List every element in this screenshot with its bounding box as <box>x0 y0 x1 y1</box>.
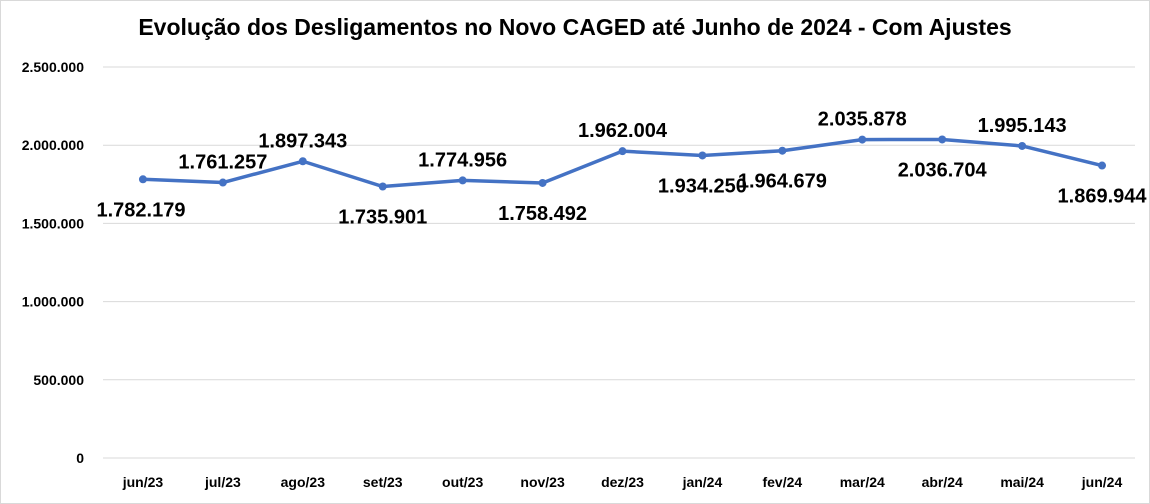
data-label: 1.934.250 <box>658 175 747 197</box>
y-tick-label: 2.000.000 <box>22 137 84 153</box>
y-tick-label: 1.000.000 <box>22 294 84 310</box>
data-label: 1.995.143 <box>978 115 1067 137</box>
data-point <box>298 157 307 166</box>
data-point <box>618 147 627 156</box>
data-label: 2.036.704 <box>898 159 988 181</box>
data-point <box>938 135 947 144</box>
data-point <box>778 146 787 155</box>
x-tick-label: nov/23 <box>520 474 565 490</box>
y-tick-label: 500.000 <box>33 372 84 388</box>
data-point <box>138 175 147 184</box>
x-tick-label: jun/23 <box>122 474 164 490</box>
data-point <box>218 178 227 187</box>
data-label: 1.761.257 <box>178 152 267 174</box>
data-label: 1.774.956 <box>418 149 507 171</box>
y-tick-label: 0 <box>76 450 84 466</box>
data-label: 1.735.901 <box>338 207 427 229</box>
data-point <box>1098 161 1107 170</box>
data-label: 1.869.944 <box>1058 186 1148 208</box>
x-tick-label: out/23 <box>442 474 483 490</box>
x-tick-label: set/23 <box>363 474 403 490</box>
chart-title: Evolução dos Desligamentos no Novo CAGED… <box>138 14 1012 40</box>
data-point <box>858 135 867 144</box>
x-tick-label: fev/24 <box>762 474 802 490</box>
x-tick-label: mai/24 <box>1000 474 1044 490</box>
data-label: 1.964.679 <box>738 171 827 193</box>
data-label: 1.962.004 <box>578 120 668 142</box>
data-label: 2.035.878 <box>818 109 907 131</box>
y-tick-label: 1.500.000 <box>22 215 84 231</box>
x-tick-label: jun/24 <box>1081 474 1123 490</box>
x-tick-label: dez/23 <box>601 474 644 490</box>
data-point <box>378 182 387 191</box>
x-tick-label: abr/24 <box>922 474 963 490</box>
x-tick-label: jan/24 <box>682 474 723 490</box>
y-tick-label: 2.500.000 <box>22 59 84 75</box>
x-tick-label: ago/23 <box>281 474 326 490</box>
data-label: 1.782.179 <box>96 199 185 221</box>
data-point <box>698 151 707 160</box>
x-tick-label: mar/24 <box>840 474 885 490</box>
x-tick-label: jul/23 <box>204 474 241 490</box>
data-label: 1.897.343 <box>258 130 347 152</box>
data-point <box>538 178 547 187</box>
data-point <box>1018 141 1027 150</box>
data-label: 1.758.492 <box>498 203 587 225</box>
data-point <box>458 176 467 185</box>
